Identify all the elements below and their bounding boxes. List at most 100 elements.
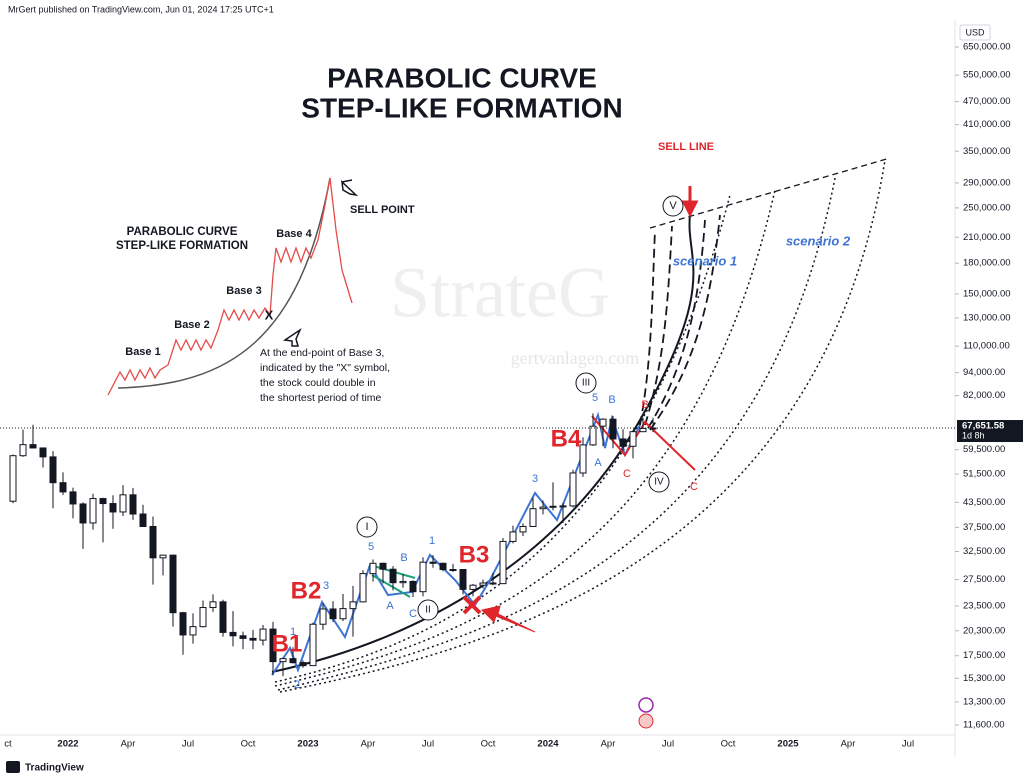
currency-box[interactable]: [959, 24, 991, 41]
candle-body: [109, 503, 117, 513]
candle-body: [39, 447, 47, 458]
candle-body: [369, 562, 377, 575]
y-tick-label: 150,000.00: [963, 288, 1011, 299]
annotation: B4: [551, 425, 582, 452]
wave-circle: [417, 599, 439, 621]
candle-body: [189, 626, 197, 636]
candle-body: [529, 508, 537, 527]
event-icon[interactable]: [638, 713, 654, 729]
candle-body: [639, 427, 647, 433]
x-tick-label: 2024: [537, 739, 559, 750]
candle-body: [519, 525, 527, 533]
x-tick-label: Apr: [361, 739, 376, 750]
annotation: II: [425, 605, 431, 616]
y-tick-label: 410,000.00: [963, 119, 1011, 130]
annotation: B: [400, 552, 407, 564]
inset-base: Base 2: [174, 319, 209, 331]
inset-title: PARABOLIC CURVE: [127, 226, 238, 238]
candle-body: [209, 601, 217, 609]
y-tick-label: 350,000.00: [963, 146, 1011, 157]
candle-body: [29, 444, 37, 449]
candle-body: [499, 540, 507, 585]
y-tick-label: 180,000.00: [963, 258, 1011, 269]
annotation: 5: [368, 541, 374, 553]
candle-body: [419, 561, 427, 593]
parabolic-curve: [271, 214, 695, 673]
y-tick-label: 15,300.00: [963, 673, 1005, 684]
y-tick-label: 51,500.00: [963, 468, 1005, 479]
x-tick-label: 2023: [297, 739, 318, 750]
y-tick-label: 32,500.00: [963, 546, 1005, 557]
inset-marker: X: [265, 307, 274, 322]
candle-body: [399, 580, 407, 584]
candle-body: [509, 531, 517, 542]
candle-body: [249, 637, 257, 641]
inset-base: Base 4: [276, 228, 312, 240]
x-tick-label: ct: [4, 739, 12, 750]
annotation: 5: [592, 392, 598, 404]
inset-sell-point: SELL POINT: [350, 204, 415, 216]
y-tick-label: 59,500.00: [963, 444, 1005, 455]
candle-body: [579, 444, 587, 474]
x-tick-label: Jul: [182, 739, 194, 750]
annotation: C: [690, 481, 698, 493]
candle-body: [119, 494, 127, 513]
candle-body: [599, 418, 607, 427]
y-tick-label: 290,000.00: [963, 177, 1011, 188]
candle-body: [79, 503, 87, 524]
candle-body: [219, 601, 227, 633]
candle-body: [49, 456, 57, 484]
x-tick-label: Oct: [241, 739, 256, 750]
chart-subtitle: STEP-LIKE FORMATION: [301, 92, 622, 123]
candle-body: [289, 658, 297, 664]
candle-body: [569, 472, 577, 507]
y-tick-label: 210,000.00: [963, 232, 1011, 243]
candle-body: [279, 658, 287, 663]
annotation: 2: [294, 679, 300, 691]
x-tick-label: Jul: [902, 739, 914, 750]
candle-body: [269, 628, 277, 663]
annotation: B3: [459, 541, 490, 568]
inset-note: the shortest period of time: [260, 392, 382, 404]
candle-body: [239, 635, 247, 639]
scenario-curve: [649, 214, 721, 431]
scenario-curve: [639, 229, 656, 426]
annotation: B: [641, 399, 648, 411]
candle-body: [299, 662, 307, 667]
annotation: A: [594, 457, 602, 469]
annotation: C: [623, 468, 631, 480]
x-tick-label: Jul: [662, 739, 674, 750]
last-price-label: 67,651.58: [962, 421, 1004, 432]
y-tick-label: 130,000.00: [963, 313, 1011, 324]
inset-base: Base 1: [125, 346, 160, 358]
candle-body: [629, 431, 637, 447]
annotation: I: [365, 521, 368, 533]
y-tick-label: 20,300.00: [963, 625, 1005, 636]
candle-body: [169, 554, 177, 614]
last-price-box: [957, 420, 1023, 443]
candle-body: [539, 506, 547, 510]
candle-body: [379, 562, 387, 570]
brand: TradingView: [25, 763, 84, 774]
watermark: StrateG: [390, 253, 610, 333]
candle-body: [329, 608, 337, 620]
annotation: III: [582, 378, 590, 389]
inset-subtitle: STEP-LIKE FORMATION: [116, 240, 248, 252]
scenario-curve: [279, 159, 886, 693]
x-marker: [462, 595, 482, 615]
candle-body: [479, 582, 487, 586]
candle-body: [89, 498, 97, 524]
y-tick-label: 82,000.00: [963, 390, 1005, 401]
candle-body: [449, 569, 457, 572]
event-icon[interactable]: [638, 697, 654, 713]
y-tick-label: 110,000.00: [963, 341, 1010, 352]
inset-arrow: [341, 179, 359, 197]
candle-body: [259, 628, 267, 641]
candle-body: [459, 569, 467, 590]
chart-title: PARABOLIC CURVE: [327, 62, 597, 93]
candle-body: [589, 425, 597, 446]
candle-body: [649, 427, 657, 430]
candle-body: [609, 418, 617, 440]
